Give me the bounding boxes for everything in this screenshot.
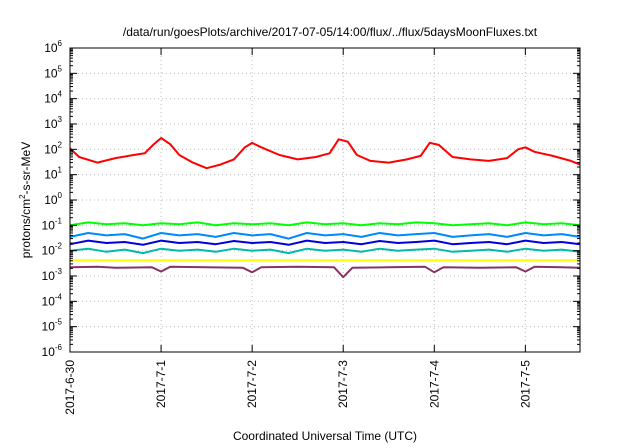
series-line-3 (69, 239, 581, 246)
x-axis-label: Coordinated Universal Time (UTC) (233, 429, 417, 443)
y-axis-label-main: protons/cm (19, 199, 33, 258)
y-tick-label-base: 10 (42, 294, 56, 308)
series-line-6 (69, 265, 581, 279)
y-tick-label-exponent: 6 (58, 39, 63, 48)
y-tick-label: 103 (44, 115, 62, 131)
y-tick-label: 100 (44, 191, 62, 207)
y-tick-label: 101 (44, 166, 62, 182)
y-tick-label-base: 10 (44, 66, 58, 80)
x-tick-label: 2017-7-2 (245, 360, 259, 408)
y-tick-label-exponent: 2 (58, 140, 63, 149)
y-tick-label: 10-3 (42, 267, 63, 283)
series-line-4 (69, 247, 581, 255)
y-tick-label-exponent: -4 (55, 292, 63, 301)
y-tick-label-exponent: 0 (58, 191, 63, 200)
y-tick-label-base: 10 (42, 244, 56, 258)
series-line-0 (69, 137, 581, 170)
y-tick-label-exponent: -1 (55, 216, 63, 225)
y-tick-label-base: 10 (42, 345, 56, 359)
y-tick-label: 104 (44, 90, 62, 106)
y-tick-label-base: 10 (44, 142, 58, 156)
y-tick-label-exponent: 3 (58, 115, 63, 124)
y-axis-label: protons/cm2-s-sr-MeV (18, 142, 33, 258)
y-tick-label: 10-6 (42, 343, 63, 359)
y-tick-label-base: 10 (42, 218, 56, 232)
x-tick-label: 2017-7-5 (518, 360, 532, 408)
y-tick-label-exponent: -6 (55, 343, 63, 352)
y-tick-label-base: 10 (42, 269, 56, 283)
y-axis-label-rest: -s-sr-MeV (19, 142, 33, 195)
series-line-2 (69, 232, 581, 240)
ticks (69, 47, 580, 353)
y-tick-label-exponent: -3 (55, 267, 63, 276)
y-tick-labels: 10-610-510-410-310-210-11001011021031041… (42, 39, 63, 359)
x-tick-label: 2017-7-4 (427, 360, 441, 408)
x-tick-label: 2017-7-1 (154, 360, 168, 408)
x-tick-labels: 2017-6-30 2017-7-1 2017-7-2 2017-7-3 2017-7-… (63, 360, 532, 415)
series-layer (69, 137, 581, 279)
y-tick-label-base: 10 (44, 92, 58, 106)
y-tick-label-exponent: -2 (55, 242, 63, 251)
chart-title: /data/run/goesPlots/archive/2017-07-05/1… (123, 25, 538, 39)
y-tick-label: 105 (44, 64, 62, 80)
y-tick-label-exponent: 1 (58, 166, 63, 175)
y-tick-label-exponent: 5 (58, 64, 63, 73)
y-tick-label: 106 (44, 39, 62, 55)
y-tick-label-base: 10 (44, 117, 58, 131)
y-tick-label-base: 10 (44, 41, 58, 55)
grid (70, 48, 580, 352)
y-tick-label-exponent: 4 (58, 90, 63, 99)
x-tick-label: 2017-7-3 (336, 360, 350, 408)
series-line-1 (69, 221, 581, 227)
y-tick-label-base: 10 (42, 320, 56, 334)
y-tick-label-exponent: -5 (55, 318, 63, 327)
y-tick-label-base: 10 (44, 168, 58, 182)
y-tick-label-base: 10 (44, 193, 58, 207)
y-axis-label-superscript: 2 (18, 194, 27, 199)
y-tick-label: 10-4 (42, 292, 63, 308)
x-tick-label: 2017-6-30 (63, 360, 77, 415)
y-tick-label: 102 (44, 140, 62, 156)
y-tick-label: 10-2 (42, 242, 63, 258)
y-tick-label: 10-1 (42, 216, 63, 232)
y-tick-label: 10-5 (42, 318, 63, 334)
